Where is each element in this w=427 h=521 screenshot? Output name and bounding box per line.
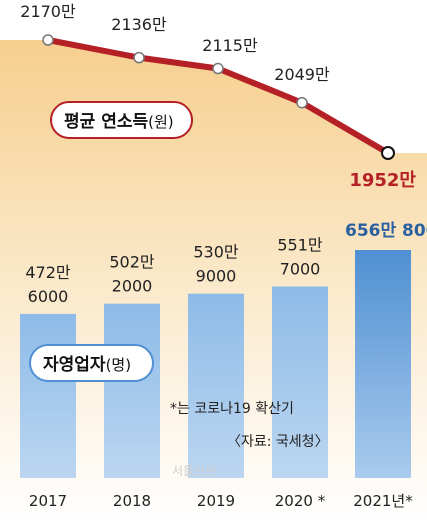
svg-text:자영업자(명): 자영업자(명) [43,355,131,375]
income-title: 평균 연소득 [64,112,148,132]
x-tick-label: 2018 [113,492,151,510]
income-unit: (원) [148,113,174,131]
income-value-label: 2049만 [274,65,330,84]
bar-value-label: 656만 8000 [345,221,427,241]
bar-value-label: 551만 [277,235,323,254]
income-point-2018 [133,51,145,64]
x-tick-label: 2020 * [275,492,326,510]
x-tick-label: 2019 [197,492,235,510]
income-value-labels: 2170만 2136만 2115만 2049만 1952만 [20,2,416,191]
self-employed-value-labels: 472만 6000 502만 2000 530만 9000 551만 7000 656만 800… [25,221,427,306]
watermark: 서울신문 [172,464,216,478]
income-value-label: 2115만 [202,36,258,55]
income-value-label: 1952만 [349,170,416,191]
bar-2017 [20,313,76,478]
bar-2019 [188,293,244,478]
bar-value-label: 502만 [109,253,155,272]
bar-2018 [104,303,160,478]
income-point-2021 [381,146,395,160]
x-tick-label: 2021년* [353,492,413,510]
bar-value-label: 2000 [112,277,153,296]
income-point-2020 [296,96,308,109]
bar-value-label: 6000 [28,287,69,306]
bar-2020 [272,286,328,478]
self-employed-bars [20,250,411,478]
self-employed-title: 자영업자 [43,355,106,375]
self-employed-title-box: 자영업자(명) [29,344,154,382]
income-value-label: 2136만 [111,15,167,34]
income-point-2017 [42,34,54,46]
source-note: 〈자료: 국세청〉 [227,434,329,450]
bar-value-label: 7000 [280,259,321,278]
income-title-box: 평균 연소득(원) [50,101,193,139]
x-tick-label: 2017 [29,492,67,510]
bar-value-label: 530만 [193,243,239,262]
income-point-2019 [212,62,224,75]
footnote: *는 코로나19 확산기 [170,401,294,417]
svg-text:평균 연소득(원): 평균 연소득(원) [64,112,174,132]
bar-2021 [355,250,411,478]
income-value-label: 2170만 [20,2,76,21]
self-employed-unit: (명) [106,356,132,374]
income-line-layer [42,34,395,160]
bar-value-label: 472만 [25,263,71,282]
bar-value-label: 9000 [196,267,237,286]
x-axis-tick-labels: 2017 2018 2019 2020 * 2021년* [29,492,413,510]
